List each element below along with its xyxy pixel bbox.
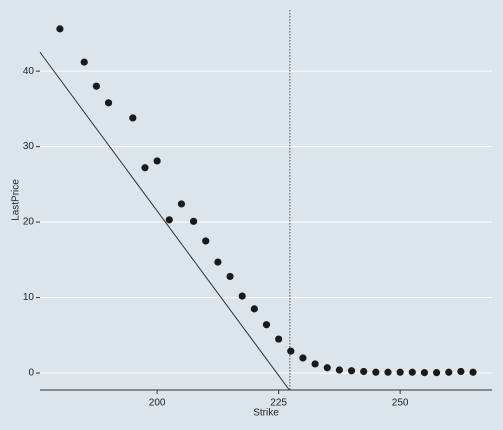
point xyxy=(214,258,222,266)
point xyxy=(238,292,246,300)
y-tick-label: 0 xyxy=(28,368,34,379)
point xyxy=(396,368,404,376)
y-tick-label: 40 xyxy=(23,66,35,77)
point xyxy=(335,366,343,374)
point xyxy=(347,367,356,375)
intrinsic-line xyxy=(39,51,290,391)
point xyxy=(275,335,283,343)
point xyxy=(80,58,88,66)
point xyxy=(262,321,271,329)
point xyxy=(202,237,210,245)
point xyxy=(432,369,441,377)
point xyxy=(408,368,416,376)
y-tick-label: 10 xyxy=(23,292,35,303)
x-tick-label: 200 xyxy=(149,398,166,409)
point xyxy=(165,216,173,224)
point xyxy=(92,82,100,90)
point xyxy=(384,368,392,376)
point xyxy=(420,369,429,377)
y-tick-label: 30 xyxy=(23,141,35,152)
point xyxy=(141,164,149,172)
point xyxy=(445,368,453,376)
point xyxy=(129,114,137,122)
point xyxy=(372,368,380,376)
point xyxy=(104,99,113,107)
point xyxy=(287,347,295,355)
point xyxy=(311,360,319,368)
point xyxy=(360,367,368,376)
point xyxy=(56,25,64,33)
point xyxy=(189,217,198,225)
point xyxy=(457,367,465,376)
x-axis-label: Strike xyxy=(253,408,279,419)
x-tick-label: 225 xyxy=(270,398,287,409)
y-axis-label: LastPrice xyxy=(11,179,22,221)
x-tick-label: 250 xyxy=(392,398,409,409)
point xyxy=(250,305,258,313)
y-tick-label: 20 xyxy=(23,217,35,228)
point xyxy=(299,354,307,362)
point xyxy=(469,368,477,376)
point xyxy=(323,364,331,372)
point xyxy=(153,157,161,165)
point xyxy=(177,200,186,208)
point xyxy=(226,272,234,281)
